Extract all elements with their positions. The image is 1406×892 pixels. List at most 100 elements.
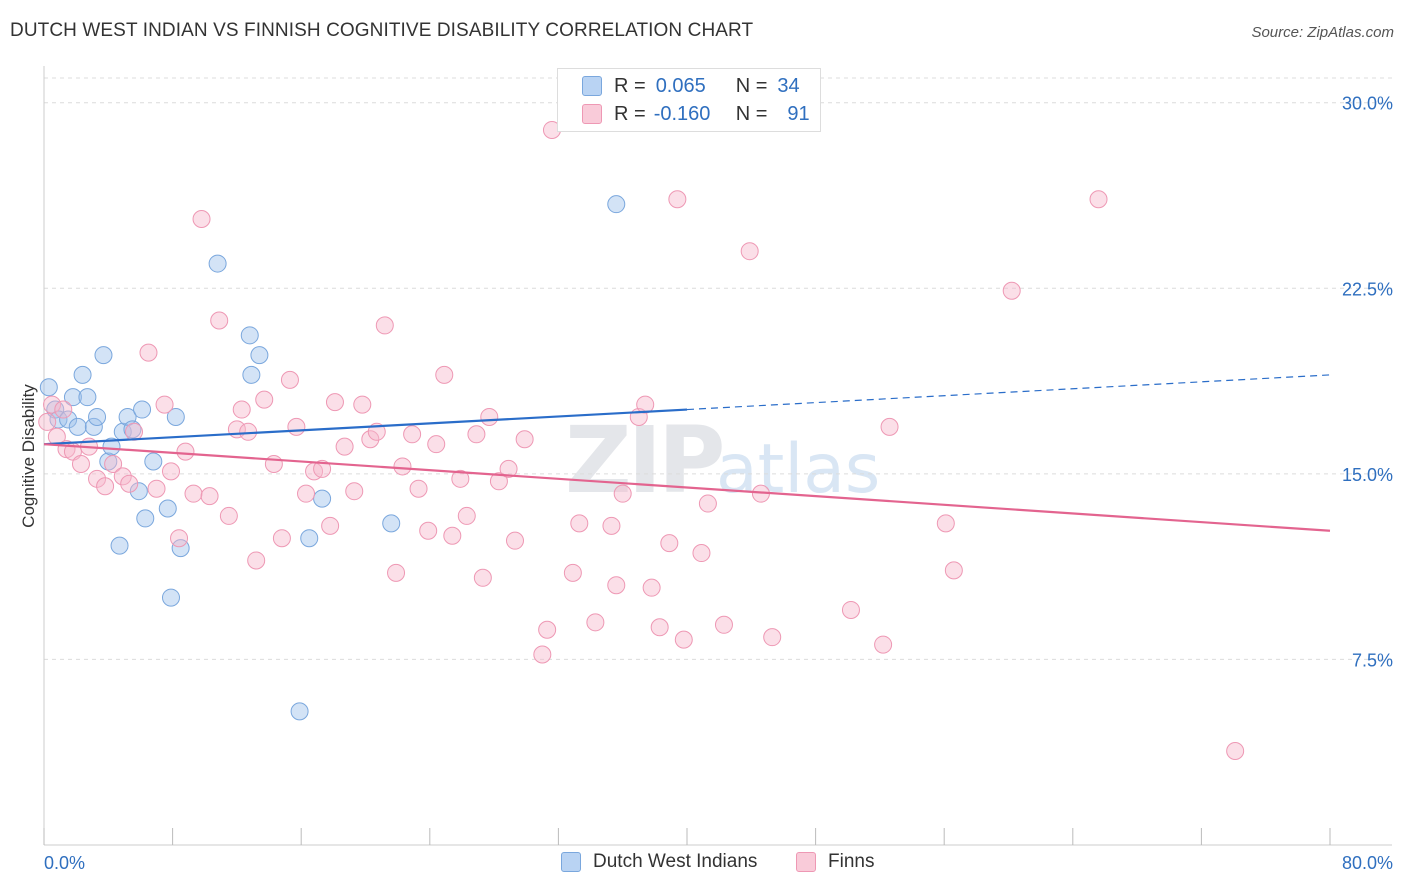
data-point [505,531,524,550]
data-point [457,506,476,525]
data-point [99,452,118,471]
legend-row-finns: R = -0.160 N = 91 [582,100,810,128]
data-point [208,254,227,273]
data-point [636,395,655,414]
legend-row-dutch-west-indians: R = 0.065 N = 34 [582,72,800,100]
data-point [515,430,534,449]
data-point [419,521,438,540]
series-legend-dutch-west-indians: Dutch West Indians [561,851,757,873]
data-point [451,469,470,488]
data-point [382,514,401,533]
y-tick-label: 7.5% [1352,650,1393,670]
data-point [936,514,955,533]
data-point [313,489,332,508]
data-point [120,474,139,493]
data-point [161,462,180,481]
data-point [84,417,103,436]
correlation-legend: R = 0.065 N = 34 R = -0.160 N = 91 [557,68,821,132]
data-point [538,620,557,639]
series-name: Finns [828,851,875,872]
data-point [73,365,92,384]
data-point [353,395,372,414]
data-point [467,425,486,444]
data-point [660,534,679,553]
trend-line-finns [43,443,1331,532]
data-point [176,442,195,461]
data-point [313,459,332,478]
data-point [473,568,492,587]
data-point [321,516,340,535]
data-point [387,563,406,582]
data-point [192,210,211,229]
data-point [409,479,428,498]
trend-lines [43,374,1331,532]
data-point [375,316,394,335]
data-point [200,487,219,506]
data-point [563,563,582,582]
axes [43,66,1392,846]
legend-r-label: R = [614,74,646,97]
data-point [698,494,717,513]
data-point [714,615,733,634]
y-tick-label: 30.0% [1342,94,1393,114]
data-point [110,536,129,555]
trend-line-dutch-west-indians [43,408,688,446]
data-point [139,343,158,362]
data-point [874,635,893,654]
source-label: Source: ZipAtlas.com [1251,24,1394,41]
data-point [361,430,380,449]
legend-swatch-pink [796,852,816,872]
data-point [136,509,155,528]
y-axis-title: Cognitive Disability [19,384,38,528]
data-point [250,346,269,365]
data-point [427,435,446,454]
legend-r-value: -0.160 [653,102,711,125]
y-tick-label: 15.0% [1342,465,1393,485]
data-point [674,630,693,649]
data-point [113,467,132,486]
data-point [155,395,174,414]
axis-labels: 7.5% 15.0% 22.5% 30.0% 0.0% 80.0% Cognitive Di… [19,94,1393,873]
data-point [133,400,152,419]
data-point [71,454,90,473]
data-point [232,400,251,419]
data-point [104,454,123,473]
data-point [668,190,687,209]
series-dutch-west-indians [39,195,626,721]
data-point [240,326,259,345]
data-point [125,422,144,441]
watermark-atlas: atlas [716,430,880,509]
data-point [841,600,860,619]
data-point [43,395,62,414]
legend-n-value: 91 [787,102,810,125]
data-point [59,410,78,429]
data-point [325,393,344,412]
data-point [184,484,203,503]
data-points [38,120,1245,760]
data-point [489,472,508,491]
legend-swatch-blue [582,76,602,96]
y-tick-label: 22.5% [1342,279,1393,299]
data-point [345,482,364,501]
data-point [607,576,626,595]
x-tick-label: 80.0% [1342,853,1393,873]
data-point [1002,281,1021,300]
data-point [650,618,669,637]
legend-swatch-pink [582,104,602,124]
legend-n-label: N = [735,74,768,97]
data-point [642,578,661,597]
data-point [219,506,238,525]
data-point [613,484,632,503]
series-legend-finns: Finns [796,851,874,873]
data-point [242,365,261,384]
data-point [403,425,422,444]
series-name: Dutch West Indians [593,851,758,872]
data-point [443,526,462,545]
legend-r-label: R = [614,102,646,125]
data-point [607,195,626,214]
data-point [300,529,319,548]
data-point [944,561,963,580]
data-point [264,454,283,473]
x-tick-label: 0.0% [44,853,85,873]
